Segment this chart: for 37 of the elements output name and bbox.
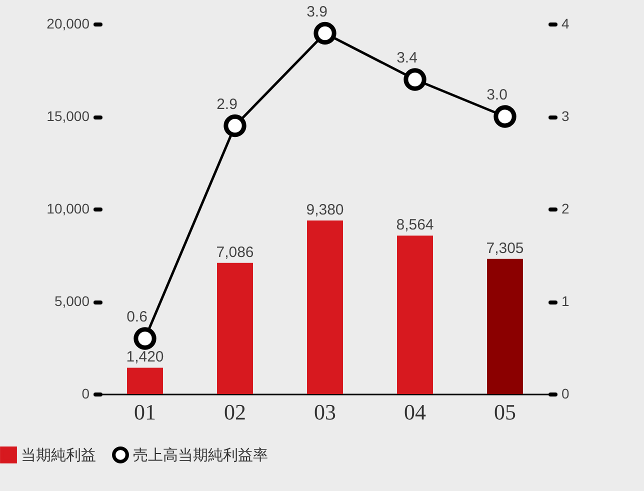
y-tick-label: 20,000	[46, 16, 90, 32]
x-tick-label: 01	[134, 400, 156, 424]
y2-tick-label: 2	[562, 200, 570, 216]
y2-tick-label: 1	[562, 293, 570, 309]
bar	[397, 236, 433, 394]
data-label: 7,086	[216, 244, 254, 261]
x-tick-label: 04	[404, 400, 426, 424]
bar	[217, 262, 253, 394]
data-label: 9,380	[306, 201, 344, 218]
data-label: 7,305	[486, 240, 524, 257]
data-label: 0.6	[126, 308, 148, 326]
y-tick-label: 5,000	[54, 293, 90, 309]
legend-label: 当期純利益	[21, 446, 96, 464]
point	[314, 22, 336, 45]
point	[224, 114, 246, 138]
point	[494, 105, 516, 128]
y2-tick-label: 4	[562, 16, 570, 32]
y-tick-label: 15,000	[46, 108, 90, 124]
x-tick-label: 05	[494, 400, 516, 424]
data-label: 2.9	[216, 96, 238, 113]
legend-label: 売上高当期純利益率	[133, 446, 268, 464]
point	[404, 68, 426, 91]
data-label: 3.9	[306, 3, 328, 20]
point	[134, 327, 156, 350]
data-label: 3.4	[396, 50, 418, 66]
x-tick-label: 02	[224, 400, 246, 424]
bar	[487, 258, 523, 394]
y2-tick-label: 0	[562, 386, 570, 402]
data-label: 1,420	[126, 348, 164, 366]
y2-tick-label: 3	[562, 108, 570, 124]
y-tick-label: 10,000	[46, 200, 90, 216]
x-tick-label: 03	[314, 400, 336, 424]
y-tick-label: 0	[82, 386, 90, 402]
data-label: 3.0	[486, 86, 508, 104]
bar	[307, 220, 343, 394]
data-label: 8,564	[396, 216, 434, 234]
bar	[127, 368, 163, 394]
